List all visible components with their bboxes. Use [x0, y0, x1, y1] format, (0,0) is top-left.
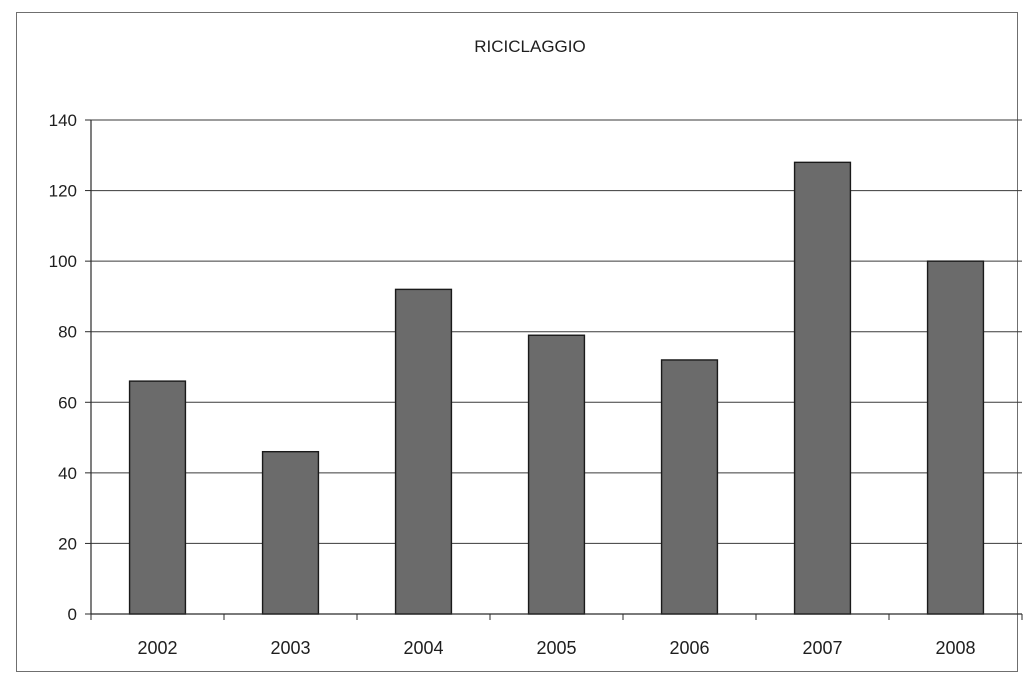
y-tick-label: 40: [58, 464, 77, 483]
x-tick-label: 2003: [270, 638, 310, 658]
x-tick-label: 2005: [536, 638, 576, 658]
bar-2008: [926, 260, 985, 615]
x-tick-label: 2008: [935, 638, 975, 658]
bar-2003: [261, 450, 320, 615]
bar-2005: [527, 334, 586, 615]
y-tick-label: 140: [49, 111, 77, 130]
x-tick-label: 2002: [137, 638, 177, 658]
bars: [128, 161, 985, 615]
x-tick-label: 2007: [802, 638, 842, 658]
y-tick-labels: 0 20 40 60 80 100 120 140: [49, 111, 77, 624]
chart-title: RICICLAGGIO: [474, 37, 585, 56]
bar-2007: [793, 161, 852, 615]
x-tick-label: 2006: [669, 638, 709, 658]
y-tick-label: 60: [58, 393, 77, 412]
y-tick-label: 20: [58, 534, 77, 553]
y-tick-label: 100: [49, 252, 77, 271]
bar-2004: [394, 288, 453, 615]
y-tick-label: 120: [49, 182, 77, 201]
bar-2006: [660, 359, 719, 615]
axes: [85, 119, 1023, 620]
gridlines: [91, 119, 1022, 544]
y-tick-label: 80: [58, 323, 77, 342]
bar-2002: [128, 380, 187, 615]
y-tick-label: 0: [68, 605, 77, 624]
x-tick-labels: 2002 2003 2004 2005 2006 2007 2008: [137, 638, 975, 658]
x-tick-label: 2004: [403, 638, 443, 658]
